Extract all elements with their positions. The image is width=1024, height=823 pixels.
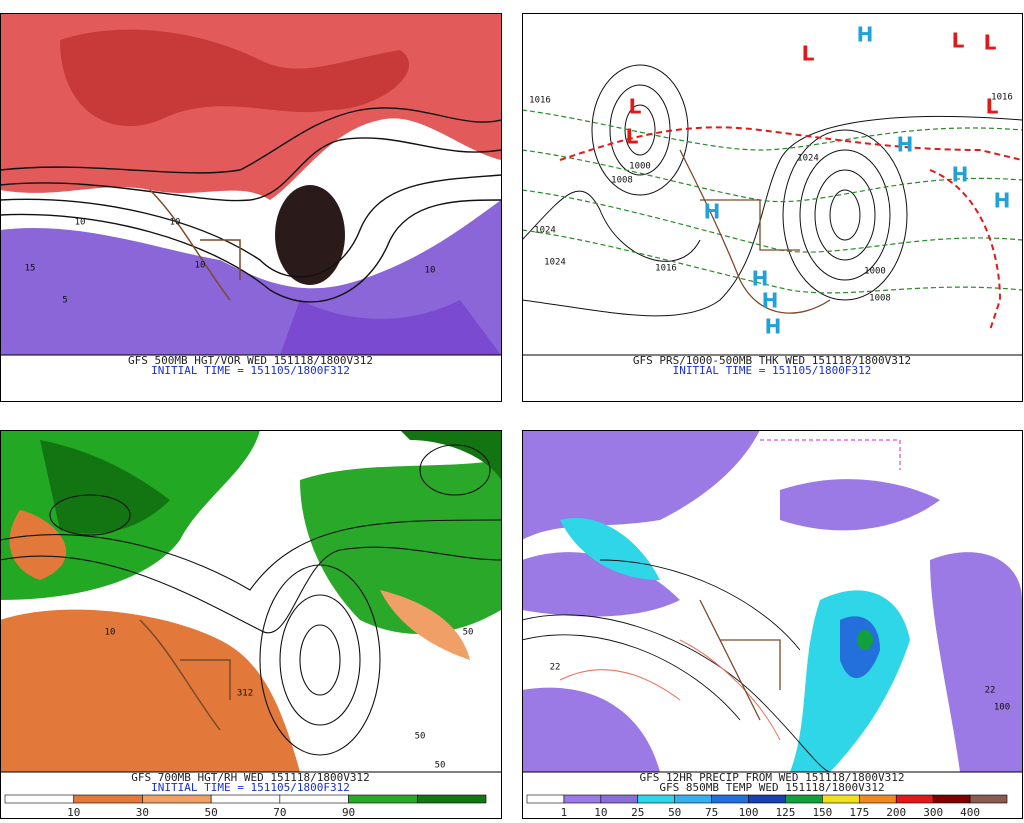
contour-label: 10 (105, 628, 116, 638)
colorbar-segment (563, 794, 602, 804)
colorbar-segment (932, 794, 971, 804)
pressure-center: L (626, 125, 639, 149)
colorbar-label: 10 (594, 806, 607, 819)
colorbar-label: 50 (668, 806, 681, 819)
contour-label: 312 (237, 689, 253, 699)
panel-frame (0, 13, 502, 402)
colorbar-label: 125 (776, 806, 796, 819)
panel-frame (522, 13, 1023, 402)
colorbar-label: 300 (923, 806, 943, 819)
colorbar-label: 70 (273, 806, 286, 819)
map-caption: GFS PRS/1000-500MB THK WED 151118/1800V3… (633, 354, 911, 367)
map-caption: GFS 500MB HGT/VOR WED 151118/1800V312 (128, 354, 373, 367)
contour-label: 100 (994, 703, 1010, 713)
initial-time: INITIAL TIME = 151105/1800F312 (151, 364, 350, 377)
contour-label: 22 (550, 663, 561, 673)
colorbar-label: 400 (960, 806, 980, 819)
colorbar-label: 200 (886, 806, 906, 819)
colorbar-label: 90 (342, 806, 355, 819)
map-500mb (0, 13, 501, 355)
contour-label: 1000 (864, 267, 886, 277)
contour-label: 10 (170, 218, 181, 228)
colorbar-segment (711, 794, 749, 804)
colorbar-segment (822, 794, 860, 804)
pressure-center: L (984, 31, 997, 55)
contour-label: 1016 (991, 93, 1013, 103)
contour-label: 1024 (544, 258, 566, 268)
colorbar-segment (859, 794, 897, 804)
pressure-center: H (897, 133, 914, 157)
pressure-center: L (629, 95, 642, 119)
contour-label: 10 (75, 218, 86, 228)
contour-label: 1024 (797, 154, 819, 164)
contour-label: 5 (62, 296, 67, 306)
colorbar-label: 50 (205, 806, 218, 819)
contour-label: 50 (435, 761, 446, 771)
colorbar-label: 30 (136, 806, 149, 819)
pressure-center: H (704, 200, 721, 224)
pressure-center: H (994, 189, 1011, 213)
contour-label: 1000 (629, 162, 651, 172)
map-precip (522, 430, 1022, 772)
pressure-center: H (752, 267, 769, 291)
colorbar-segment (142, 794, 212, 804)
colorbar-segment (348, 794, 418, 804)
colorbar-label: 175 (849, 806, 869, 819)
map-caption: GFS 850MB TEMP WED 151118/1800V312 (659, 781, 884, 794)
pressure-center: H (762, 289, 779, 313)
colorbar-segment (600, 794, 639, 804)
map-700mb (0, 430, 501, 772)
contour-label: 1008 (611, 176, 633, 186)
pressure-center: H (952, 163, 969, 187)
colorbar-label: 100 (739, 806, 759, 819)
colorbar-segment (73, 794, 143, 804)
pressure-center: L (986, 95, 999, 119)
colorbar-label: 150 (812, 806, 832, 819)
pressure-center: L (802, 42, 815, 66)
contour-label: 50 (415, 732, 426, 742)
contour-label: 1024 (534, 226, 556, 236)
colorbar-segment (674, 794, 712, 804)
contour-label: 15 (25, 264, 36, 274)
colorbar-segment (4, 794, 75, 804)
contour-label: 1016 (655, 264, 677, 274)
pressure-center: H (765, 315, 782, 339)
colorbar-label: 1 (561, 806, 568, 819)
contour-label: 10 (425, 266, 436, 276)
pressure-center: L (952, 29, 965, 53)
contour-label: 1016 (529, 96, 551, 106)
initial-time: INITIAL TIME = 151105/1800F312 (673, 364, 872, 377)
contour-label: 50 (463, 628, 474, 638)
colorbar-segment (895, 794, 934, 804)
colorbar-segment (785, 794, 823, 804)
colorbar-label: 10 (67, 806, 80, 819)
initial-time: INITIAL TIME = 151105/1800F312 (151, 781, 350, 794)
colorbar-label: 25 (631, 806, 644, 819)
contour-label: 22 (985, 686, 996, 696)
colorbar-segment (210, 794, 281, 804)
map-caption: GFS 12HR PRECIP FROM WED 151118/1800V312 (640, 771, 905, 784)
contour-label: 10 (195, 261, 206, 271)
pressure-center: H (857, 23, 874, 47)
colorbar-segment (637, 794, 675, 804)
colorbar-label: 75 (705, 806, 718, 819)
contour-label: 1008 (869, 294, 891, 304)
colorbar-segment (969, 794, 1008, 804)
colorbar-segment (526, 794, 565, 804)
colorbar-segment (748, 794, 786, 804)
colorbar-segment (279, 794, 349, 804)
map-caption: GFS 700MB HGT/RH WED 151118/1800V312 (131, 771, 369, 784)
map-surface (522, 13, 1022, 355)
colorbar-segment (416, 794, 487, 804)
